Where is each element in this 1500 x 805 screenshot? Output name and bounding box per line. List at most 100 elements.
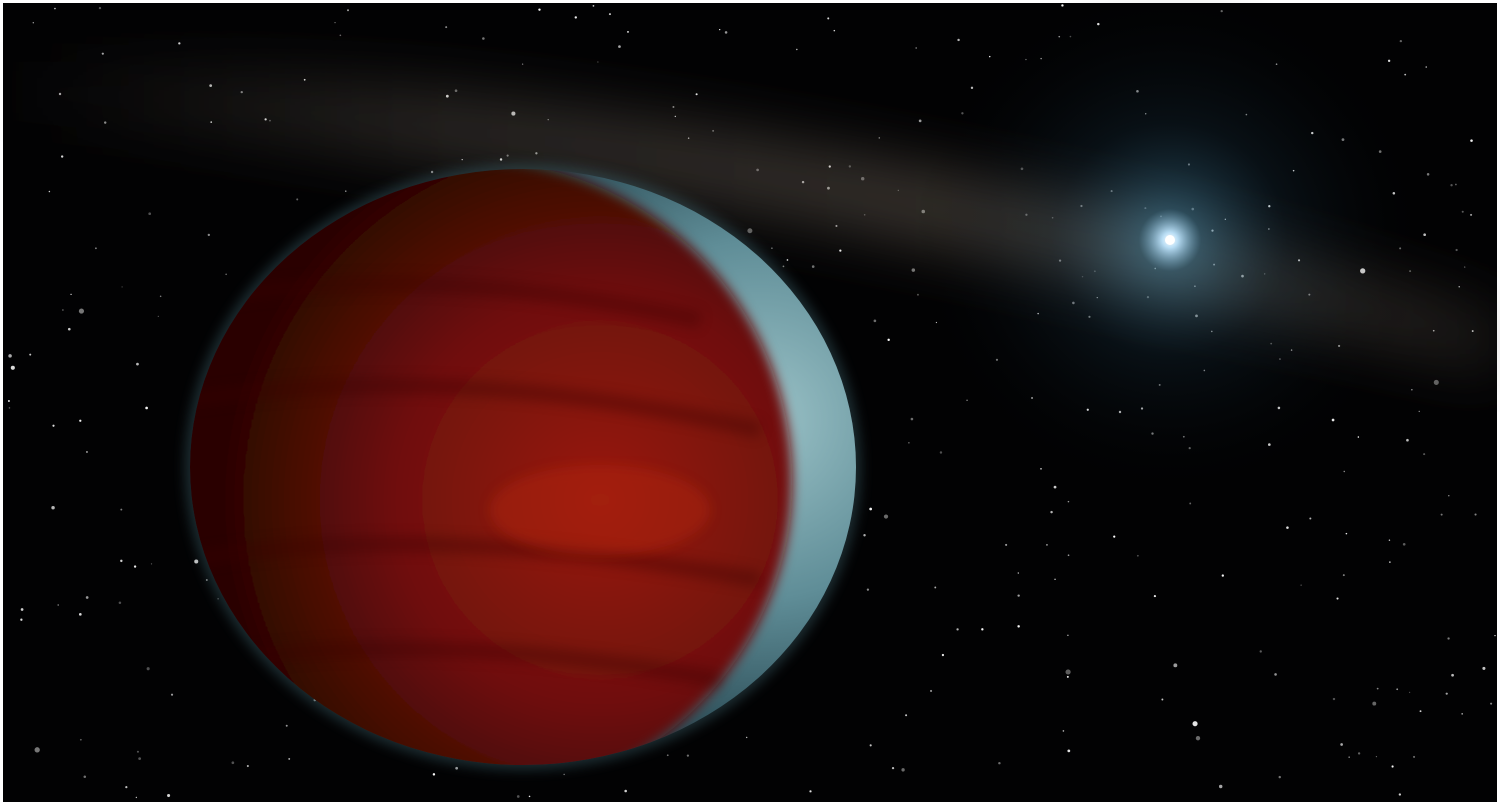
star [78, 308, 85, 314]
star [1005, 543, 1008, 546]
star [1461, 210, 1464, 213]
star [1050, 510, 1053, 514]
planet [190, 169, 856, 765]
star [934, 586, 937, 589]
star [136, 750, 139, 753]
star [929, 689, 933, 693]
star [1398, 793, 1402, 796]
star [1067, 749, 1071, 753]
star [839, 249, 842, 252]
star [135, 796, 138, 799]
star [288, 757, 291, 760]
star [563, 773, 565, 776]
star [157, 315, 159, 318]
star [347, 9, 349, 12]
star [1286, 526, 1289, 529]
star [1445, 692, 1448, 695]
star [285, 724, 288, 727]
star [1161, 698, 1164, 701]
star [94, 247, 97, 250]
star [34, 747, 40, 753]
star [133, 565, 137, 568]
star [666, 754, 669, 757]
star [869, 744, 872, 747]
star [178, 42, 181, 45]
star [1482, 666, 1486, 670]
star [148, 212, 152, 216]
star [1458, 286, 1460, 288]
star [1040, 468, 1042, 470]
star [48, 190, 51, 193]
star [79, 738, 82, 741]
star [70, 293, 72, 296]
star [1474, 513, 1477, 516]
star [574, 16, 577, 19]
star [1455, 183, 1457, 186]
star [8, 354, 12, 358]
star [915, 47, 917, 49]
star [32, 22, 34, 24]
star [83, 775, 87, 778]
star [592, 4, 595, 7]
star [455, 766, 459, 770]
star [1065, 669, 1071, 675]
star [205, 578, 208, 581]
star [1357, 436, 1360, 438]
star [1218, 784, 1223, 789]
star [20, 618, 23, 621]
white-dwarf [1165, 235, 1175, 245]
star [747, 228, 753, 234]
star [1259, 650, 1262, 653]
star [231, 761, 235, 765]
star [809, 790, 812, 793]
star [908, 442, 910, 444]
star [1455, 248, 1458, 252]
star [432, 773, 436, 776]
star [878, 137, 881, 139]
star [866, 588, 870, 591]
star [482, 37, 485, 40]
star [1300, 584, 1302, 586]
star [1376, 687, 1379, 690]
star [719, 29, 721, 31]
star [869, 507, 873, 511]
star [796, 48, 798, 51]
cloud-bands [190, 276, 762, 688]
star [1189, 502, 1192, 505]
star [1418, 410, 1420, 413]
star [1404, 73, 1407, 76]
star [1340, 743, 1343, 746]
star [1221, 574, 1224, 577]
star [1357, 752, 1361, 755]
star [1345, 532, 1348, 535]
star [901, 768, 905, 772]
star [138, 757, 142, 761]
star [528, 795, 531, 798]
star [1195, 735, 1201, 741]
star [246, 764, 249, 768]
star [1470, 139, 1473, 142]
star [85, 596, 89, 599]
star [120, 508, 123, 511]
star [1348, 756, 1350, 758]
star [207, 233, 211, 237]
star [62, 309, 64, 311]
star [430, 170, 434, 174]
star [1113, 535, 1116, 538]
star [51, 505, 55, 510]
star [52, 424, 55, 427]
star [1490, 702, 1493, 705]
star [98, 6, 102, 10]
star [1388, 539, 1391, 541]
star [941, 653, 945, 657]
star [1391, 765, 1394, 768]
star [1423, 453, 1426, 456]
star [1153, 594, 1157, 598]
star [67, 327, 71, 331]
star [1419, 710, 1422, 713]
star [86, 451, 88, 453]
star [1433, 379, 1439, 385]
star [1336, 597, 1339, 600]
star [1402, 542, 1406, 546]
